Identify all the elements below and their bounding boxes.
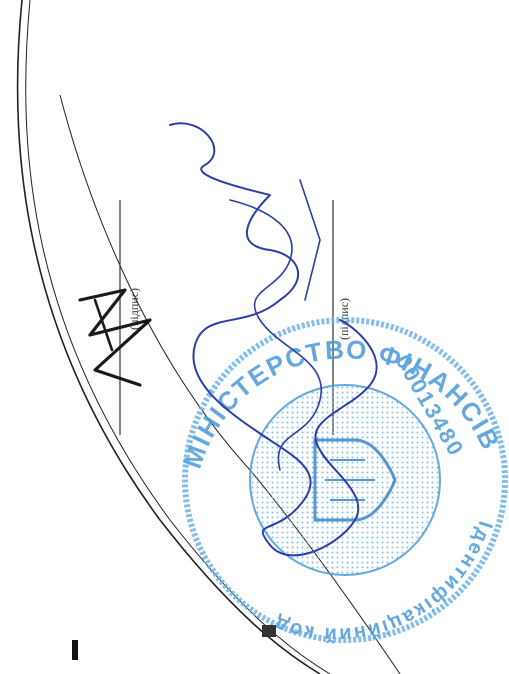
official-stamp: МІНІСТЕРСТВО ФІНАНСІВ УКРАЇНИ Ідентифіка… bbox=[0, 0, 508, 646]
stamp-outer-ring bbox=[182, 317, 508, 643]
signature-block-1: (підпис) bbox=[119, 200, 141, 435]
margin-mark bbox=[72, 640, 78, 660]
stamp-emblem-icon bbox=[313, 438, 397, 522]
signature-1 bbox=[78, 288, 152, 387]
margin-mark-2 bbox=[262, 625, 276, 637]
signature-caption-1: (підпис) bbox=[127, 288, 141, 330]
signature-2 bbox=[169, 122, 378, 557]
